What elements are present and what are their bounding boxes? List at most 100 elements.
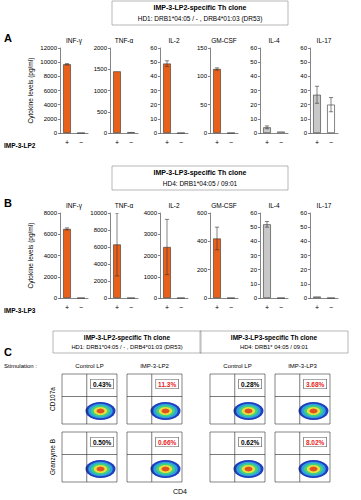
svg-text:+: +: [265, 304, 269, 311]
svg-text:−: −: [279, 139, 283, 146]
svg-text:−: −: [179, 139, 183, 146]
svg-text:4000: 4000: [144, 210, 158, 216]
svg-text:10: 10: [250, 116, 257, 122]
svg-text:2000: 2000: [44, 274, 58, 280]
svg-text:−: −: [129, 139, 133, 146]
svg-text:60: 60: [250, 210, 257, 216]
svg-text:1500: 1500: [94, 66, 108, 72]
svg-text:IL-17: IL-17: [317, 37, 332, 44]
svg-text:20: 20: [300, 267, 307, 273]
svg-text:50: 50: [300, 59, 307, 65]
svg-text:−: −: [79, 139, 83, 146]
svg-text:+: +: [315, 304, 319, 311]
svg-text:60: 60: [300, 210, 307, 216]
svg-text:4000: 4000: [94, 261, 108, 267]
svg-text:40: 40: [300, 73, 307, 79]
svg-text:2000: 2000: [94, 278, 108, 284]
svg-text:0: 0: [54, 130, 58, 136]
svg-text:Granzyme B: Granzyme B: [49, 439, 57, 475]
svg-text:0: 0: [154, 295, 158, 301]
svg-text:+: +: [165, 304, 169, 311]
svg-text:IL-4: IL-4: [268, 37, 280, 44]
svg-text:30: 30: [300, 88, 307, 94]
svg-text:0.50%: 0.50%: [93, 439, 112, 446]
svg-text:+: +: [115, 139, 119, 146]
svg-text:20: 20: [250, 102, 257, 108]
svg-text:10: 10: [300, 281, 307, 287]
svg-text:150: 150: [197, 45, 208, 51]
svg-text:IMP-3-LP3-specific Th clone: IMP-3-LP3-specific Th clone: [154, 169, 247, 177]
svg-text:20: 20: [250, 267, 257, 273]
svg-text:4000: 4000: [44, 102, 58, 108]
svg-text:TNF-α: TNF-α: [115, 202, 134, 209]
svg-text:Cytokine levels (pg/ml): Cytokine levels (pg/ml): [27, 58, 35, 124]
svg-text:40: 40: [150, 73, 157, 79]
svg-text:HD1: DRB1*04:05 / - , DRB4*01:: HD1: DRB1*04:05 / - , DRB4*01:03 (DR53): [71, 344, 182, 350]
svg-text:0: 0: [204, 130, 208, 136]
svg-text:B: B: [4, 197, 12, 209]
svg-text:−: −: [329, 139, 333, 146]
svg-text:2000: 2000: [144, 253, 158, 259]
svg-text:C: C: [4, 346, 12, 358]
svg-text:Stimulation :: Stimulation :: [4, 363, 37, 369]
svg-text:IL-17: IL-17: [317, 202, 332, 209]
svg-text:0: 0: [54, 295, 58, 301]
svg-text:Control LP: Control LP: [75, 363, 103, 369]
svg-text:+: +: [265, 139, 269, 146]
svg-text:4000: 4000: [44, 253, 58, 259]
svg-text:0: 0: [304, 295, 308, 301]
svg-text:600: 600: [197, 210, 208, 216]
svg-text:+: +: [165, 139, 169, 146]
svg-text:+: +: [215, 139, 219, 146]
svg-text:CD107a: CD107a: [49, 387, 56, 411]
svg-text:TNF-α: TNF-α: [115, 37, 134, 44]
svg-text:30: 30: [300, 253, 307, 259]
svg-text:0.66%: 0.66%: [158, 439, 177, 446]
svg-text:60: 60: [250, 45, 257, 51]
svg-text:6000: 6000: [94, 244, 108, 250]
svg-text:−: −: [229, 139, 233, 146]
svg-text:10: 10: [250, 281, 257, 287]
svg-text:+: +: [115, 304, 119, 311]
svg-text:IMP-3-LP2-specific Th clone: IMP-3-LP2-specific Th clone: [84, 334, 171, 342]
svg-text:0: 0: [254, 295, 258, 301]
svg-text:10000: 10000: [40, 59, 57, 65]
svg-text:Cytokine levels (pg/ml): Cytokine levels (pg/ml): [27, 223, 35, 289]
svg-text:GM-CSF: GM-CSF: [211, 37, 237, 44]
svg-text:0: 0: [204, 295, 208, 301]
svg-text:−: −: [129, 304, 133, 311]
svg-text:6000: 6000: [44, 88, 58, 94]
svg-text:40: 40: [250, 73, 257, 79]
svg-text:IL-2: IL-2: [168, 202, 180, 209]
svg-text:60: 60: [150, 45, 157, 51]
svg-text:11.3%: 11.3%: [158, 381, 176, 388]
svg-text:1000: 1000: [144, 274, 158, 280]
svg-text:+: +: [215, 304, 219, 311]
svg-text:HD4: DRB1*04:05 / 09:01: HD4: DRB1*04:05 / 09:01: [163, 180, 238, 187]
svg-text:+: +: [65, 139, 69, 146]
svg-text:6000: 6000: [44, 231, 58, 237]
svg-text:30: 30: [250, 253, 257, 259]
svg-text:0: 0: [104, 295, 108, 301]
svg-text:8.02%: 8.02%: [306, 439, 325, 446]
svg-text:A: A: [4, 32, 12, 44]
svg-text:0: 0: [154, 130, 158, 136]
svg-text:IMP-3-LP3: IMP-3-LP3: [288, 363, 317, 369]
svg-text:8000: 8000: [94, 227, 108, 233]
svg-text:40: 40: [250, 238, 257, 244]
svg-text:IMP-3-LP2: IMP-3-LP2: [140, 363, 169, 369]
svg-text:CD4: CD4: [173, 488, 187, 495]
svg-text:1000: 1000: [94, 88, 108, 94]
svg-text:IL-4: IL-4: [268, 202, 280, 209]
svg-text:Control LP: Control LP: [223, 363, 251, 369]
svg-text:10: 10: [150, 116, 157, 122]
svg-text:−: −: [329, 304, 333, 311]
svg-text:400: 400: [197, 238, 208, 244]
svg-text:50: 50: [150, 59, 157, 65]
svg-text:HD4: DRB1* 04:05 / 09:01: HD4: DRB1* 04:05 / 09:01: [240, 344, 308, 350]
svg-text:0.28%: 0.28%: [241, 381, 260, 388]
svg-text:10000: 10000: [90, 210, 107, 216]
svg-text:+: +: [315, 139, 319, 146]
svg-text:30: 30: [250, 88, 257, 94]
svg-text:200: 200: [197, 267, 208, 273]
